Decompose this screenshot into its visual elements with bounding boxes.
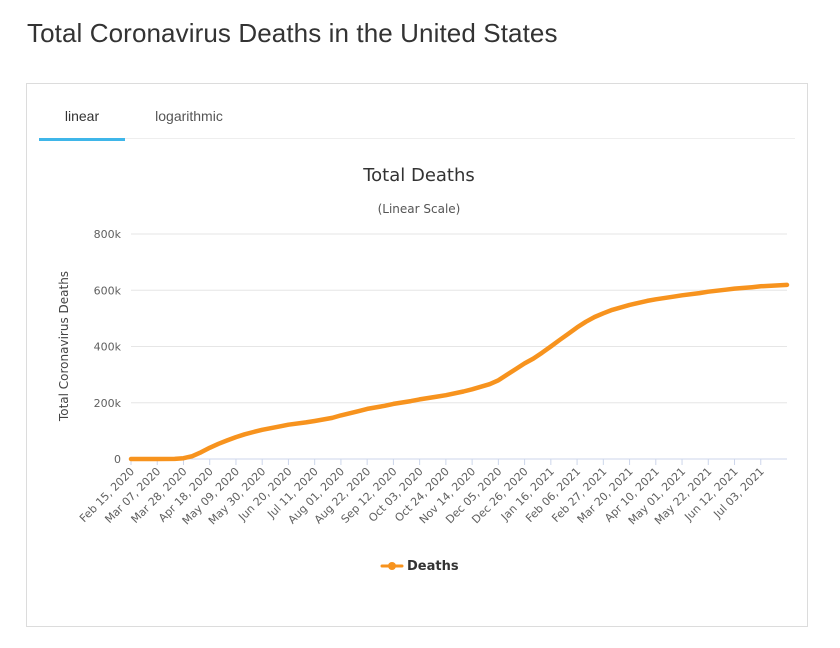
legend[interactable]: Deaths xyxy=(380,559,459,574)
y-tick-label: 0 xyxy=(114,453,121,466)
chart-panel: linear logarithmic Total Deaths (Linear … xyxy=(26,83,808,627)
page-title: Total Coronavirus Deaths in the United S… xyxy=(27,18,558,48)
deaths-chart: Total Deaths (Linear Scale) 0 200k 400k 600… xyxy=(57,165,790,574)
y-tick-label: 200k xyxy=(94,397,122,410)
deaths-line xyxy=(128,282,790,462)
y-tick-label: 600k xyxy=(94,284,122,297)
legend-marker-deaths xyxy=(388,562,396,570)
tab-logarithmic[interactable]: logarithmic xyxy=(155,108,223,124)
scale-tabs: linear logarithmic xyxy=(39,84,795,141)
series-deaths xyxy=(128,282,790,462)
grid-lines xyxy=(131,233,787,460)
tab-linear[interactable]: linear xyxy=(39,84,125,141)
y-axis-title: Total Coronavirus Deaths xyxy=(57,271,71,422)
legend-label-deaths[interactable]: Deaths xyxy=(407,559,459,574)
chart-subtitle: (Linear Scale) xyxy=(378,202,461,216)
chart-title: Total Deaths xyxy=(362,165,475,186)
y-tick-label: 800k xyxy=(94,228,122,241)
y-axis-ticks: 0 200k 400k 600k 800k xyxy=(94,228,122,466)
y-tick-label: 400k xyxy=(94,341,122,354)
